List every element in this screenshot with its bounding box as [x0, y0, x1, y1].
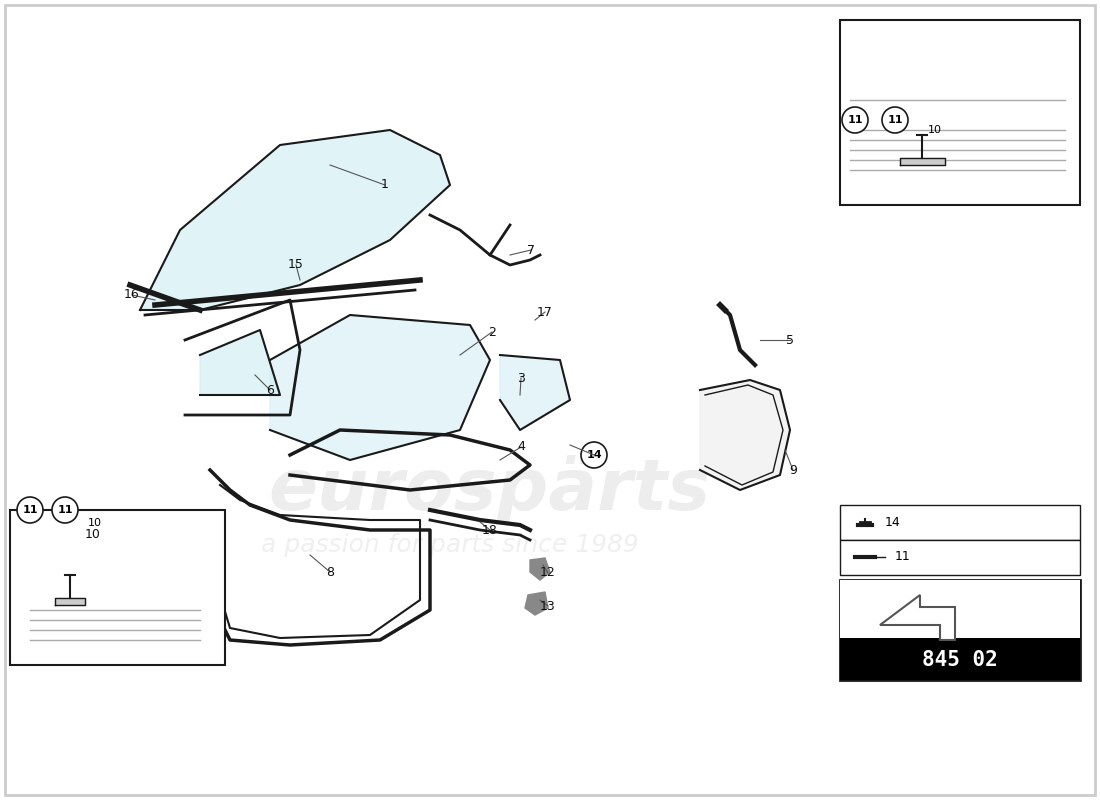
- Text: a passion for parts since 1989: a passion for parts since 1989: [261, 533, 639, 557]
- FancyBboxPatch shape: [840, 638, 1080, 680]
- FancyBboxPatch shape: [840, 505, 1080, 540]
- Text: 10: 10: [88, 518, 102, 528]
- Polygon shape: [270, 315, 490, 460]
- Text: 2: 2: [488, 326, 496, 338]
- Circle shape: [52, 497, 78, 523]
- Text: 6: 6: [266, 383, 274, 397]
- Polygon shape: [530, 558, 550, 580]
- Text: 16: 16: [124, 289, 140, 302]
- Polygon shape: [55, 598, 85, 605]
- Circle shape: [16, 497, 43, 523]
- Text: 11: 11: [57, 505, 73, 515]
- Circle shape: [581, 442, 607, 468]
- Polygon shape: [500, 355, 570, 430]
- Text: 11: 11: [895, 550, 911, 563]
- Polygon shape: [140, 130, 450, 310]
- Text: 18: 18: [482, 523, 498, 537]
- Text: 845 02: 845 02: [922, 650, 998, 670]
- Text: 12: 12: [540, 566, 556, 579]
- Polygon shape: [880, 595, 955, 640]
- Polygon shape: [700, 380, 790, 490]
- FancyBboxPatch shape: [840, 580, 1080, 680]
- FancyBboxPatch shape: [840, 580, 1080, 640]
- FancyBboxPatch shape: [840, 540, 1080, 575]
- Text: 14: 14: [586, 450, 602, 460]
- Text: 4: 4: [517, 441, 525, 454]
- Text: eurospärts: eurospärts: [268, 455, 711, 525]
- Text: 13: 13: [540, 599, 556, 613]
- Text: 5: 5: [786, 334, 794, 346]
- Text: 10: 10: [928, 125, 942, 135]
- Text: 14: 14: [886, 515, 901, 529]
- Text: 15: 15: [288, 258, 304, 271]
- Polygon shape: [900, 158, 945, 165]
- Circle shape: [842, 107, 868, 133]
- Text: 1: 1: [381, 178, 389, 191]
- Text: 9: 9: [789, 463, 796, 477]
- Text: 11: 11: [22, 505, 37, 515]
- Polygon shape: [525, 592, 548, 615]
- FancyBboxPatch shape: [840, 20, 1080, 205]
- Text: 11: 11: [847, 115, 862, 125]
- Text: 7: 7: [527, 243, 535, 257]
- Text: 3: 3: [517, 371, 525, 385]
- Text: 11: 11: [888, 115, 903, 125]
- Text: 8: 8: [326, 566, 334, 578]
- Circle shape: [882, 107, 908, 133]
- FancyBboxPatch shape: [10, 510, 225, 665]
- Polygon shape: [200, 330, 280, 395]
- Text: 10: 10: [85, 529, 101, 542]
- Text: 17: 17: [537, 306, 553, 318]
